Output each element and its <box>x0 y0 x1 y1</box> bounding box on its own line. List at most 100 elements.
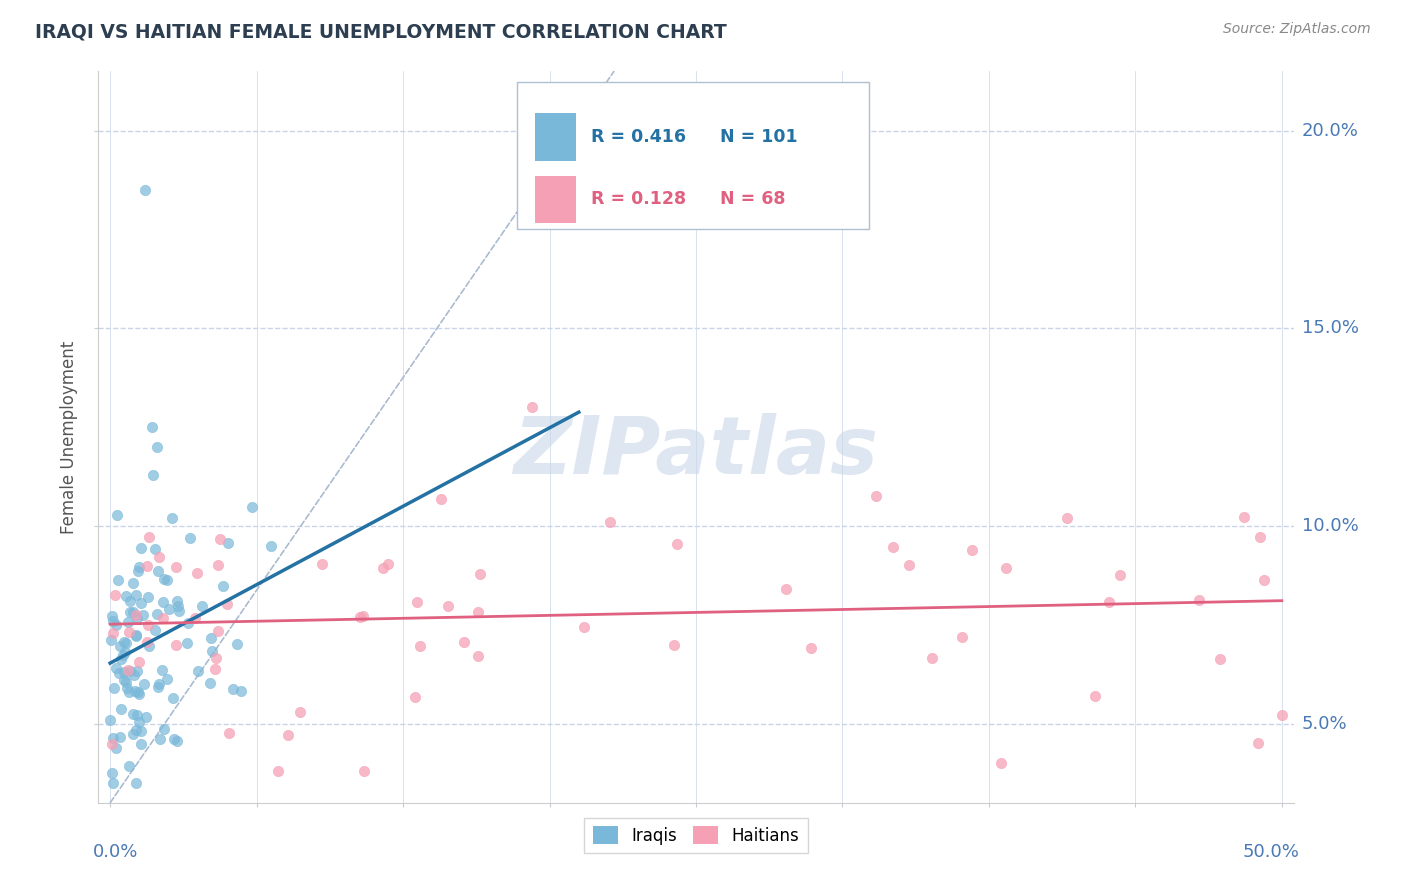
Point <box>101 731 124 745</box>
Point <box>141 420 163 434</box>
Point <box>467 605 489 619</box>
Point <box>352 608 374 623</box>
Point <box>142 467 165 482</box>
Point <box>118 664 141 678</box>
Point <box>128 559 150 574</box>
Point <box>470 567 492 582</box>
Point <box>162 690 184 705</box>
Point <box>114 673 136 688</box>
Point <box>240 500 263 514</box>
Point <box>179 531 201 545</box>
Point <box>124 629 146 643</box>
Point <box>163 731 186 746</box>
Point <box>1056 511 1078 525</box>
Point <box>574 620 596 634</box>
Point <box>101 614 124 628</box>
Point <box>467 649 489 664</box>
Point <box>128 688 150 702</box>
Point <box>112 635 135 649</box>
Point <box>128 655 150 669</box>
Point <box>125 776 148 790</box>
Point <box>115 635 138 649</box>
Point <box>121 576 143 591</box>
Point <box>146 680 169 694</box>
Point <box>209 533 232 547</box>
Point <box>121 707 143 722</box>
Point <box>118 624 141 639</box>
Point <box>136 617 159 632</box>
Point <box>132 607 155 622</box>
Point <box>125 607 148 622</box>
Point <box>404 690 426 705</box>
Point <box>107 573 129 587</box>
Point <box>105 618 128 632</box>
Point <box>125 628 148 642</box>
Point <box>157 602 180 616</box>
Point <box>349 609 371 624</box>
Text: N = 101: N = 101 <box>720 128 797 146</box>
Point <box>865 489 887 503</box>
Point <box>114 674 136 689</box>
Point <box>118 594 141 608</box>
Point <box>599 515 621 529</box>
Point <box>105 508 128 523</box>
Point <box>138 639 160 653</box>
Point <box>152 611 174 625</box>
Point <box>148 549 170 564</box>
Point <box>353 764 375 779</box>
Point <box>149 731 172 746</box>
Point <box>205 651 228 665</box>
Text: 20.0%: 20.0% <box>1302 121 1358 140</box>
Point <box>128 714 150 729</box>
Point <box>1249 530 1271 544</box>
FancyBboxPatch shape <box>517 82 869 228</box>
Point <box>156 573 179 587</box>
Point <box>960 543 983 558</box>
Point <box>117 615 139 629</box>
Point <box>177 616 200 631</box>
Point <box>377 557 399 571</box>
Point <box>207 558 229 573</box>
Point <box>215 597 238 611</box>
Point <box>148 677 170 691</box>
Bar <box>534 113 576 161</box>
Point <box>135 634 157 648</box>
Point <box>117 664 139 678</box>
Point <box>167 599 190 614</box>
Point <box>950 630 973 644</box>
Point <box>156 672 179 686</box>
Point <box>662 638 685 652</box>
Point <box>127 564 149 578</box>
Point <box>124 588 146 602</box>
Y-axis label: Female Unemployment: Female Unemployment <box>60 341 79 533</box>
Point <box>231 684 253 698</box>
Point <box>120 605 142 619</box>
Point <box>101 625 124 640</box>
Point <box>153 723 176 737</box>
Point <box>125 708 148 723</box>
Point <box>225 637 247 651</box>
Point <box>183 610 205 624</box>
Legend: Iraqis, Haitians: Iraqis, Haitians <box>585 818 807 853</box>
Point <box>114 645 136 659</box>
Point <box>104 589 127 603</box>
Point <box>1084 689 1107 703</box>
Point <box>110 652 132 666</box>
Point <box>114 589 136 603</box>
Point <box>101 608 124 623</box>
Point <box>311 558 333 572</box>
Point <box>101 737 124 751</box>
Point <box>150 663 173 677</box>
Point <box>1208 652 1230 666</box>
Text: 5.0%: 5.0% <box>1302 714 1347 732</box>
Point <box>898 558 921 573</box>
Point <box>110 730 132 744</box>
Point <box>146 607 169 621</box>
Point <box>221 682 243 697</box>
Point <box>176 636 198 650</box>
Point <box>127 684 149 698</box>
Point <box>1187 592 1209 607</box>
Point <box>1247 737 1270 751</box>
Point <box>98 713 121 727</box>
Point <box>212 579 235 593</box>
